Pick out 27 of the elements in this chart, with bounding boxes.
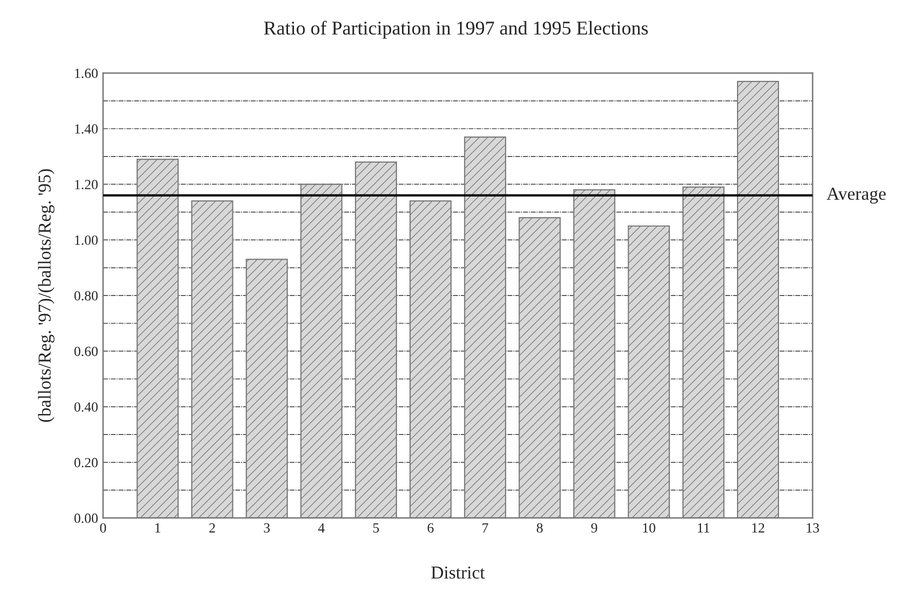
- ref-line-label: Average: [826, 188, 886, 204]
- x-tick-label: 1: [155, 523, 160, 532]
- x-tick-label: 9: [591, 523, 598, 533]
- y-tick-label: 1.60: [75, 68, 98, 78]
- x-tick-label: 13: [806, 523, 819, 533]
- x-tick-label: 10: [643, 523, 656, 533]
- x-tick-label: 3: [264, 523, 270, 533]
- x-tick-label: 2: [209, 523, 215, 532]
- x-tick-label: 11: [698, 523, 710, 532]
- x-tick-label: 0: [100, 523, 106, 533]
- x-tick-label: 7: [482, 523, 488, 532]
- y-tick-label: 0.60: [74, 346, 98, 356]
- x-tick-label: 12: [752, 523, 764, 532]
- y-tick-label: 0.00: [74, 514, 98, 523]
- y-tick-label: 0.20: [74, 458, 98, 468]
- x-tick-label: 4: [318, 523, 325, 532]
- y-tick-label: 1.20: [75, 180, 98, 190]
- y-tick-label: 1.00: [75, 235, 98, 245]
- y-tick-label: 0.80: [74, 291, 98, 301]
- y-tick-label: 0.40: [74, 402, 98, 412]
- y-axis-title: (ballots/Reg. '97)/(ballots/Reg. '95): [38, 169, 54, 422]
- x-tick-label: 8: [536, 523, 543, 533]
- x-tick-label: 5: [373, 523, 379, 533]
- chart-title: Ratio of Participation in 1997 and 1995 Elections: [264, 20, 648, 39]
- y-tick-label: 1.40: [75, 124, 98, 134]
- x-axis-title: District: [431, 566, 485, 579]
- x-tick-label: 6: [428, 523, 434, 533]
